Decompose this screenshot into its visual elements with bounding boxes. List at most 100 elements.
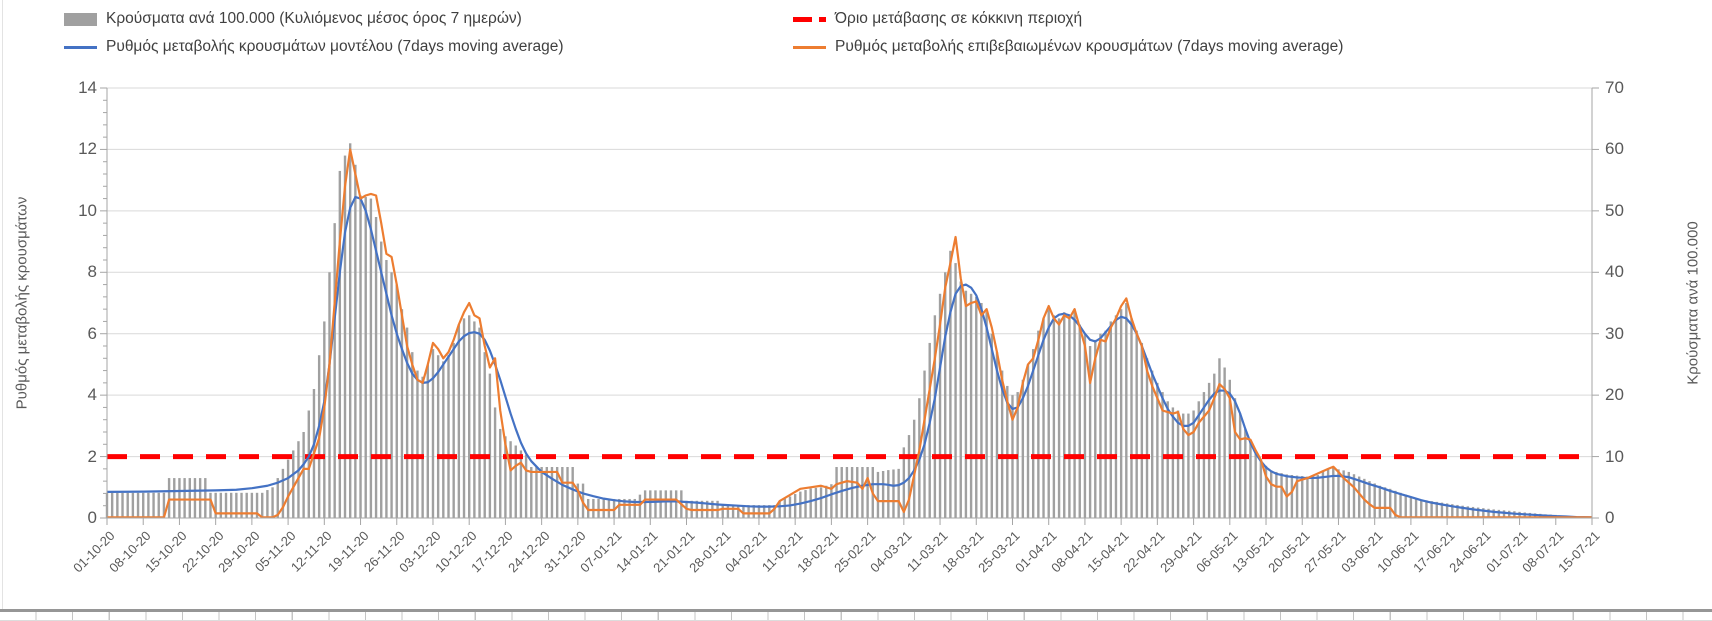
bar	[809, 488, 812, 518]
legend-item-confirmed-line[interactable]: Ρυθμός μεταβολής επιβεβαιωμένων κρουσμάτ…	[793, 38, 1343, 56]
bar	[649, 490, 652, 518]
bar	[1156, 382, 1159, 518]
bar	[1306, 476, 1309, 518]
bar	[1414, 498, 1418, 518]
right-axis-tick-label: 10	[1605, 446, 1624, 466]
bar	[1026, 364, 1030, 518]
bar	[136, 492, 140, 518]
bar	[302, 432, 305, 518]
bar	[592, 498, 595, 518]
bar	[1275, 471, 1278, 518]
bar	[1176, 410, 1180, 518]
bar	[757, 505, 761, 518]
right-axis-tick-label: 70	[1605, 78, 1624, 97]
bar	[468, 315, 471, 518]
bar	[747, 505, 750, 518]
bar	[364, 197, 367, 518]
bar	[1109, 321, 1112, 518]
left-axis-tick-label: 12	[78, 139, 97, 159]
bar	[1000, 370, 1004, 518]
bar	[1161, 392, 1164, 518]
bar	[633, 498, 636, 518]
bar	[804, 490, 807, 518]
bar	[1404, 494, 1407, 518]
bar	[338, 170, 342, 518]
bar	[157, 492, 160, 518]
bar	[1295, 475, 1299, 518]
bar	[204, 478, 207, 518]
bar	[110, 492, 114, 518]
bar	[535, 467, 538, 518]
bar	[499, 428, 502, 518]
bar	[385, 260, 388, 518]
bar	[359, 195, 362, 518]
bar	[1140, 342, 1144, 518]
dashed-line-swatch-icon	[793, 16, 826, 22]
bar	[643, 490, 647, 518]
bar	[509, 441, 512, 518]
bar	[421, 376, 424, 518]
bar	[214, 492, 217, 518]
bar	[1471, 506, 1475, 518]
bar	[131, 492, 135, 518]
bar	[990, 333, 993, 518]
bar	[840, 467, 843, 518]
bar	[1114, 315, 1118, 518]
bar	[1321, 470, 1325, 518]
bar	[1047, 309, 1050, 518]
bar	[276, 478, 279, 518]
bar	[856, 467, 859, 518]
bar	[850, 467, 854, 518]
bar	[954, 263, 957, 518]
bar	[1223, 367, 1226, 518]
legend-label-threshold: Όριο μετάβασης σε κόκκινη περιοχή	[835, 10, 1083, 27]
bar	[1420, 499, 1423, 518]
bar	[866, 467, 869, 518]
bar	[411, 352, 414, 518]
bar	[1502, 510, 1506, 518]
bar	[1466, 506, 1470, 518]
bar	[530, 467, 533, 518]
bar	[473, 321, 476, 518]
bar	[514, 445, 517, 518]
bar	[142, 492, 145, 518]
bar	[830, 484, 833, 518]
bar	[944, 272, 947, 518]
legend-item-cases-bars[interactable]: Κρούσματα ανά 100.000 (Κυλιόμενος μέσος …	[64, 10, 522, 28]
legend-item-threshold[interactable]: Όριο μετάβασης σε κόκκινη περιοχή	[793, 10, 1082, 28]
bar	[576, 483, 580, 518]
bar	[783, 498, 787, 518]
bar	[1461, 505, 1464, 518]
bar	[555, 467, 559, 518]
bar	[975, 296, 978, 518]
right-axis-tick-label: 50	[1605, 200, 1624, 220]
bar	[1409, 496, 1413, 518]
bar	[219, 492, 223, 518]
bar	[1228, 379, 1231, 518]
bar	[431, 349, 435, 518]
bar	[452, 342, 455, 518]
bar	[1063, 312, 1066, 518]
bar	[1357, 476, 1361, 518]
bar	[162, 492, 166, 518]
bar	[147, 492, 150, 518]
bar	[255, 492, 259, 518]
bar	[1187, 413, 1190, 518]
bar	[116, 492, 119, 518]
bar	[307, 410, 310, 518]
bar	[250, 492, 254, 518]
bar	[1254, 450, 1257, 518]
bar	[478, 327, 481, 518]
right-axis-title: Κρούσματα ανά 100.000	[1684, 221, 1702, 385]
bar	[1238, 413, 1242, 518]
legend-item-model-line[interactable]: Ρυθμός μεταβολής κρουσμάτων μοντέλου (7d…	[64, 38, 564, 56]
bar	[1078, 324, 1081, 518]
bar	[426, 364, 429, 518]
bar	[442, 361, 445, 518]
bar	[380, 241, 383, 518]
bar	[561, 467, 564, 518]
bar	[183, 478, 186, 518]
bar	[1244, 428, 1247, 518]
bar-swatch-icon	[64, 12, 97, 26]
